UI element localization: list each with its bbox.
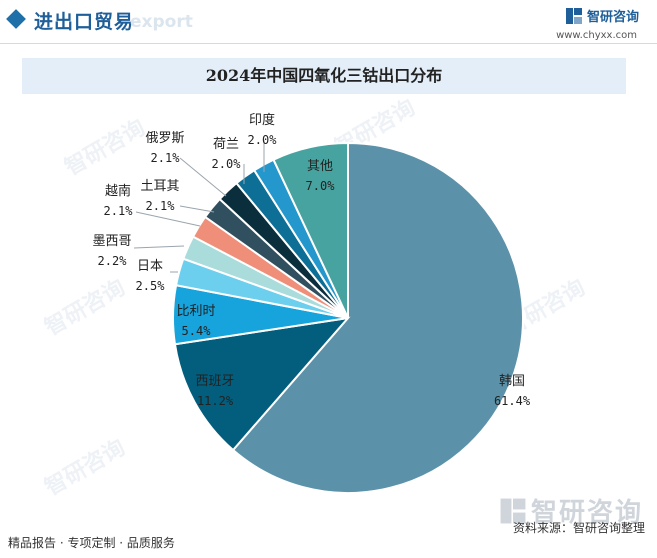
brand-logo-icon <box>565 7 582 24</box>
slice-value-7: 2.1% <box>151 151 181 165</box>
slice-label-9: 印度 <box>249 112 275 128</box>
slice-value-1: 11.2% <box>197 394 234 408</box>
leader-line-7 <box>179 157 227 197</box>
slice-label-5: 越南 <box>105 183 131 199</box>
chart-title: 2024年中国四氧化三钴出口分布 <box>205 66 443 85</box>
slice-label-2: 比利时 <box>176 304 215 319</box>
page-header: 进出口贸易 export 智研咨询 www.chyxx.com <box>0 0 657 44</box>
chart-title-bar: 2024年中国四氧化三钴出口分布 <box>22 58 626 94</box>
leader-line-5 <box>135 211 201 227</box>
slice-value-2: 5.4% <box>182 324 212 338</box>
slice-value-5: 2.1% <box>104 204 134 218</box>
pie-slice-1 <box>173 316 351 452</box>
data-source: 资料来源：智研咨询整理 <box>512 521 645 535</box>
slice-value-6: 2.1% <box>146 199 176 213</box>
watermark-logo-icon <box>500 498 526 523</box>
slice-value-4: 2.2% <box>98 254 128 268</box>
slice-label-8: 荷兰 <box>213 137 239 152</box>
slice-label-6: 土耳其 <box>140 179 179 194</box>
header-watermark: export <box>130 12 193 32</box>
footer-tagline: 精品报告 · 专项定制 · 品质服务 <box>8 536 175 550</box>
footer-watermark-text: 智研咨询 <box>530 498 643 528</box>
slice-label-10: 其他 <box>307 159 333 174</box>
brand: 智研咨询 <box>565 6 639 25</box>
leader-line-4 <box>133 245 185 249</box>
slice-label-7: 俄罗斯 <box>145 131 184 146</box>
slice-value-3: 2.5% <box>136 279 166 293</box>
slice-label-1: 西班牙 <box>195 374 234 389</box>
leader-line-6 <box>179 205 215 213</box>
pie-slice-10 <box>272 141 349 319</box>
slice-label-3: 日本 <box>137 259 163 274</box>
slice-value-0: 61.4% <box>494 394 531 408</box>
slice-label-0: 韩国 <box>499 374 525 389</box>
section-title: 进出口贸易 <box>34 11 135 33</box>
footer-watermark: 智研咨询 <box>499 492 643 529</box>
pie-slice-0 <box>231 141 524 494</box>
brand-url: www.chyxx.com <box>556 30 637 41</box>
slice-value-10: 7.0% <box>306 179 336 193</box>
brand-name: 智研咨询 <box>586 10 639 25</box>
slice-value-8: 2.0% <box>212 157 242 171</box>
slice-label-4: 墨西哥 <box>92 234 131 249</box>
slice-value-9: 2.0% <box>248 133 278 147</box>
header-divider <box>0 43 657 44</box>
